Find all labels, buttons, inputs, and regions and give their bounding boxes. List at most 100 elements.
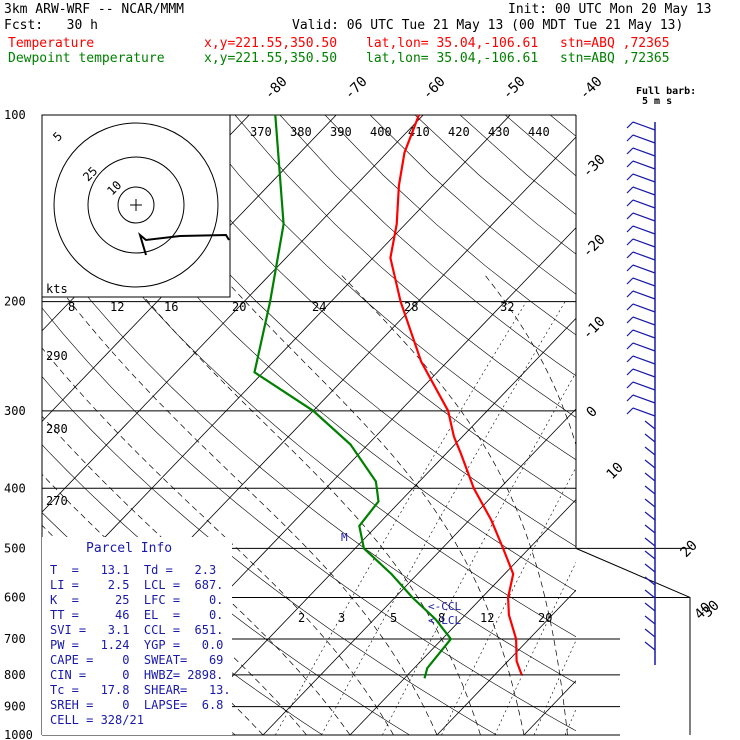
dry-adiabat (54, 115, 576, 592)
wind-barb (632, 316, 656, 326)
hodograph-ring (53, 122, 219, 288)
mixing-ratio-line (321, 301, 566, 735)
pressure-label: 600 (4, 590, 26, 604)
wind-barb-flag (626, 134, 634, 142)
legend-dewpoint-latlon: lat,lon= 35.04,-106.61 (366, 51, 539, 66)
dry-adiabat (234, 115, 576, 418)
legend-temperature-latlon: lat,lon= 35.04,-106.61 (366, 36, 539, 51)
dry-adiabat (369, 115, 576, 295)
mixing-ratio-label: 8 (438, 611, 445, 625)
wind-barb-flag (626, 199, 634, 207)
mixing-ratio-line (533, 639, 576, 735)
wind-barb (632, 407, 656, 417)
pressure-label: 1000 (4, 728, 33, 740)
dry-adiabat (414, 115, 576, 255)
isotherm-line (42, 115, 424, 513)
wind-barb (632, 355, 656, 365)
wind-barb (644, 615, 656, 625)
theta-label: 390 (330, 125, 352, 139)
mixing-ratio-label: 5 (390, 611, 397, 625)
wind-barb (644, 537, 656, 547)
valid-time: Valid: 06 UTC Tue 21 May 13 (00 MDT Tue … (292, 18, 684, 33)
hodograph-trace (138, 232, 230, 256)
wind-barb (632, 381, 656, 391)
legend-dewpoint-stn: stn=ABQ ,72365 (560, 51, 670, 66)
dry-adiabat (595, 115, 740, 740)
parcel-row: SVI = 3.1 CCL = 651. (50, 623, 223, 637)
pressure-label: 300 (4, 404, 26, 418)
parcel-title: Parcel Info (86, 541, 172, 556)
parcel-row: CAPE = 0 SWEAT= 69 (50, 653, 223, 667)
wind-barb (644, 576, 656, 586)
theta-side-label: 280 (46, 422, 68, 436)
wind-barb-flag (626, 316, 634, 324)
wind-barb (632, 186, 656, 196)
isotherm-label: -30 (580, 152, 609, 181)
wind-barb-flag (626, 342, 634, 350)
mixing-ratio-line (382, 371, 576, 735)
wind-barb-flag (626, 160, 634, 168)
hodograph-ring (117, 186, 155, 224)
lcl-marker: <-LCL (428, 614, 461, 627)
parcel-level-marker: M (341, 531, 348, 544)
theta-side-label: 270 (46, 494, 68, 508)
theta-label: 440 (528, 125, 550, 139)
wind-barb (632, 173, 656, 183)
isotherm-label: 10 (604, 460, 627, 483)
moist-adiabat (48, 273, 438, 735)
parcel-row: PW = 1.24 YGP = 0.0 (50, 638, 223, 652)
moist-adiabat (42, 347, 394, 735)
dry-adiabat (42, 307, 576, 732)
wind-barb (632, 238, 656, 248)
isotherm-label: -40 (577, 74, 606, 103)
dry-adiabat (324, 115, 576, 336)
isotherm-line (349, 499, 576, 735)
wind-barb (632, 134, 656, 144)
theta-side-label: 290 (46, 349, 68, 363)
parcel-row: Tc = 17.8 SHEAR= 13. (50, 683, 231, 697)
isotherm-label: -80 (262, 74, 291, 103)
temperature-trace (389, 114, 523, 676)
wind-barb (644, 511, 656, 521)
wind-barb-flag (626, 290, 634, 298)
wind-barb-flag (626, 355, 634, 363)
wind-barb (644, 420, 656, 430)
pressure-label: 800 (4, 668, 26, 682)
hodograph-units: kts (46, 282, 68, 296)
isotherm-line (262, 408, 576, 735)
mixing-ratio-line (633, 302, 740, 735)
wind-barb-flag (626, 225, 634, 233)
wind-barb-flag (626, 277, 634, 285)
wind-barb (632, 329, 656, 339)
legend-dewpoint-xy: x,y=221.55,350.50 (204, 51, 338, 66)
hodograph-ring (87, 156, 185, 254)
isotherm-label: -20 (580, 232, 609, 261)
dry-adiabat (505, 115, 576, 177)
wind-barb-flag (626, 394, 634, 402)
forecast-hour: Fcst: 30 h (4, 18, 98, 33)
moist-adiabat (123, 273, 481, 735)
wind-barb (632, 160, 656, 170)
dry-adiabat (459, 115, 576, 215)
wind-barb-flag (626, 186, 634, 194)
theta-label: 430 (488, 125, 510, 139)
dry-adiabat (42, 237, 576, 684)
wind-barb (632, 342, 656, 352)
pressure-label: 200 (4, 295, 26, 309)
model-title: 3km ARW-WRF -- NCAR/MMM (4, 2, 185, 17)
mixing-ratio-label: 3 (338, 611, 345, 625)
parcel-row: CELL = 328/21 (50, 713, 144, 727)
wind-barb-flag (626, 238, 634, 246)
mixing-ratio-label: 32 (500, 300, 514, 314)
wind-barb (644, 563, 656, 573)
wind-barb-flag (626, 173, 634, 181)
legend-temperature-stn: stn=ABQ ,72365 (560, 36, 670, 51)
wind-barb (632, 368, 656, 378)
mixing-ratio-label: 20 (538, 611, 552, 625)
mixing-ratio-label: 12 (480, 611, 494, 625)
isotherm-label: -50 (500, 74, 529, 103)
wind-barb-flag (626, 381, 634, 389)
wind-barb (632, 303, 656, 313)
wind-barb (632, 199, 656, 209)
dry-adiabat (99, 115, 576, 547)
